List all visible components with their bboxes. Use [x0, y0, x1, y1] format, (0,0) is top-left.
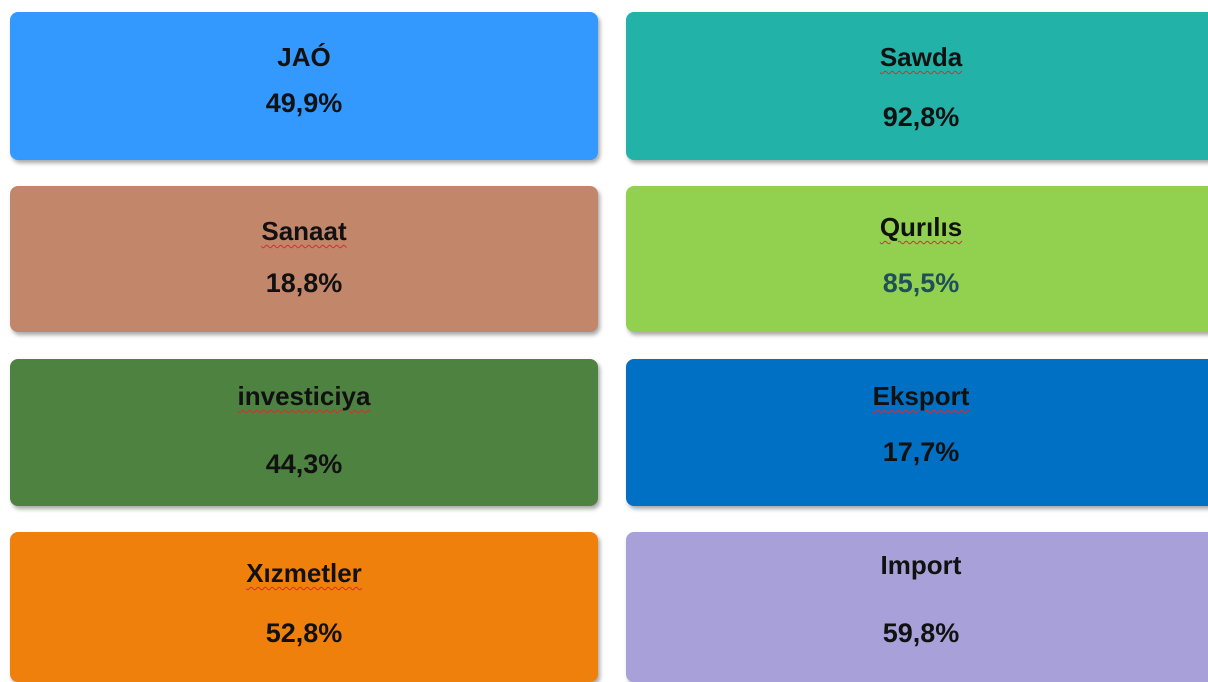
tile: Eksport 17,7% [626, 359, 1208, 506]
tile: Import 59,8% [626, 532, 1208, 682]
tile-value: 52,8% [265, 618, 343, 648]
tile-label: JAÓ [277, 42, 331, 72]
tile: JAÓ 49,9% [10, 12, 598, 160]
tile: Xızmetler 52,8% [10, 532, 598, 682]
tile-value: 85,5% [882, 268, 960, 298]
tile-label: investiciya [237, 381, 371, 411]
tile-value: 18,8% [265, 268, 343, 298]
tile-label: Import [880, 550, 962, 580]
tile-value: 49,9% [265, 88, 343, 118]
tile: Sawda 92,8% [626, 12, 1208, 160]
tile-label: Eksport [872, 381, 970, 411]
tile-value: 44,3% [265, 449, 343, 479]
tile-value: 92,8% [882, 102, 960, 132]
tile-label: Xızmetler [246, 558, 362, 588]
tile-value: 17,7% [882, 437, 960, 467]
tile-label: Sawda [879, 42, 963, 72]
tile-value: 59,8% [882, 618, 960, 648]
tile: Qurılıs 85,5% [626, 186, 1208, 332]
tile: Sanaat 18,8% [10, 186, 598, 332]
tile-label: Qurılıs [879, 212, 963, 242]
tile-label: Sanaat [261, 216, 347, 246]
tile: investiciya 44,3% [10, 359, 598, 506]
